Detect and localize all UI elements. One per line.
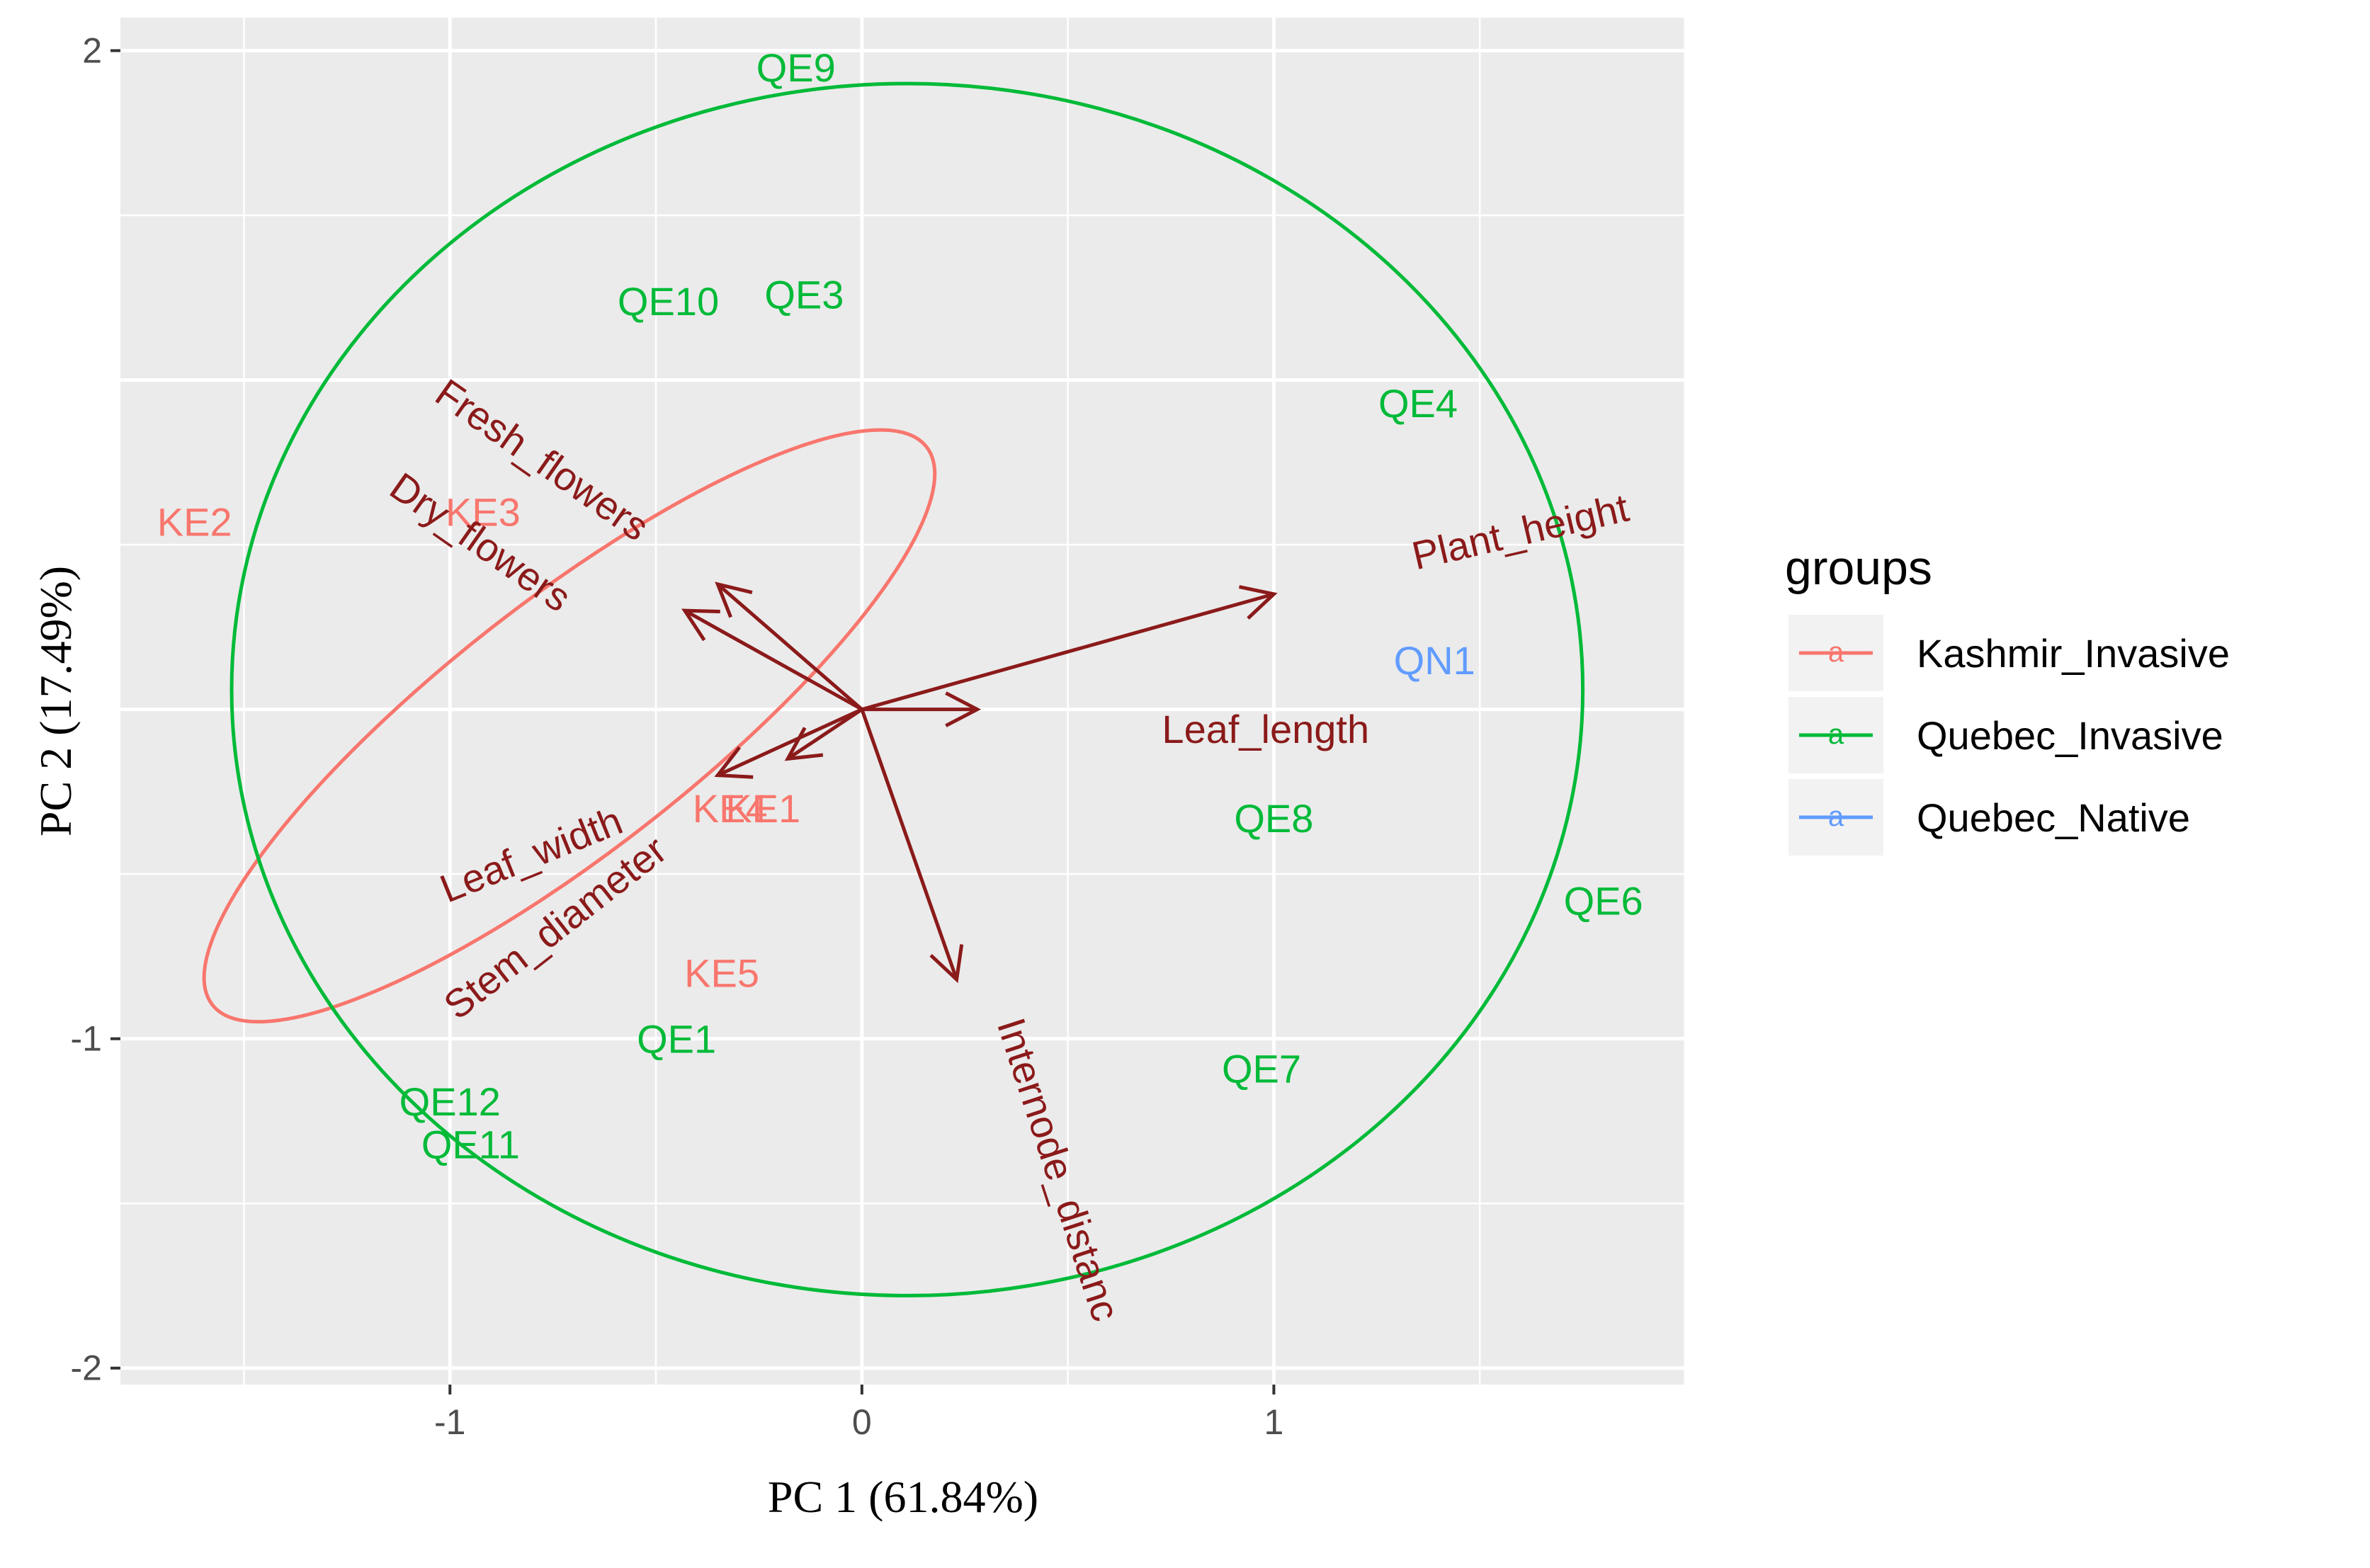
point-label-qe7: QE7	[1222, 1047, 1301, 1091]
point-label-ke2: KE2	[157, 500, 232, 545]
point-label-qe11: QE11	[421, 1123, 520, 1167]
arrow-plant-height	[861, 585, 1278, 712]
point-label-qe6: QE6	[1564, 878, 1643, 923]
variable-label-leaf-length: Leaf_length	[1162, 707, 1369, 751]
legend-label: Quebec_Native	[1917, 795, 2190, 840]
y-tick-label: -1	[71, 1019, 102, 1059]
ellipse-quebec-invasive	[229, 81, 1585, 1297]
x-tick-label: 0	[852, 1402, 872, 1442]
legend-key-glyph: a	[1828, 719, 1844, 750]
x-tick-label: 1	[1264, 1402, 1284, 1442]
legend-title: groups	[1785, 541, 1932, 595]
y-axis-title: PC 2 (17.49%)	[30, 566, 81, 836]
point-label-qe4: QE4	[1378, 381, 1458, 426]
arrow-leaf-length	[861, 691, 982, 727]
legend-item-kashmir-invasive: a Kashmir_Invasive	[1788, 615, 2230, 691]
point-label-ke1: KE1	[725, 786, 800, 831]
legend-item-quebec-invasive: a Quebec_Invasive	[1788, 697, 2223, 773]
point-label-ke4: KE4	[693, 786, 768, 831]
point-label-qe8: QE8	[1234, 796, 1313, 841]
axes: -1 0 1 -2 -1 2	[71, 31, 1284, 1442]
panel-background	[120, 18, 1686, 1385]
arrow-fresh-flowers	[681, 608, 863, 711]
arrow-leaf-width	[714, 708, 863, 779]
ellipse-kashmir-invasive	[202, 428, 937, 1024]
point-label-qe12: QE12	[399, 1079, 501, 1124]
legend-label: Kashmir_Invasive	[1917, 631, 2230, 676]
point-label-ke5: KE5	[684, 951, 759, 996]
point-label-qe3: QE3	[764, 273, 844, 317]
arrow-internode-distance	[860, 708, 964, 984]
point-label-qn1: QN1	[1394, 638, 1475, 683]
legend-label: Quebec_Invasive	[1917, 713, 2223, 758]
arrow-stem-diameter	[784, 708, 863, 761]
arrow-dry-flowers	[715, 581, 863, 711]
y-tick-label: -2	[71, 1348, 102, 1388]
y-tick-label: 2	[82, 31, 102, 71]
legend-key-glyph: a	[1828, 801, 1844, 832]
point-label-qe9: QE9	[756, 45, 836, 90]
point-label-qe1: QE1	[637, 1017, 716, 1062]
point-label-qe10: QE10	[618, 279, 719, 324]
legend-key-glyph: a	[1828, 637, 1844, 668]
legend-item-quebec-native: a Quebec_Native	[1788, 779, 2190, 856]
point-label-ke3: KE3	[446, 490, 521, 535]
x-axis-title: PC 1 (61.84%)	[768, 1472, 1038, 1522]
x-tick-label: -1	[434, 1402, 465, 1442]
